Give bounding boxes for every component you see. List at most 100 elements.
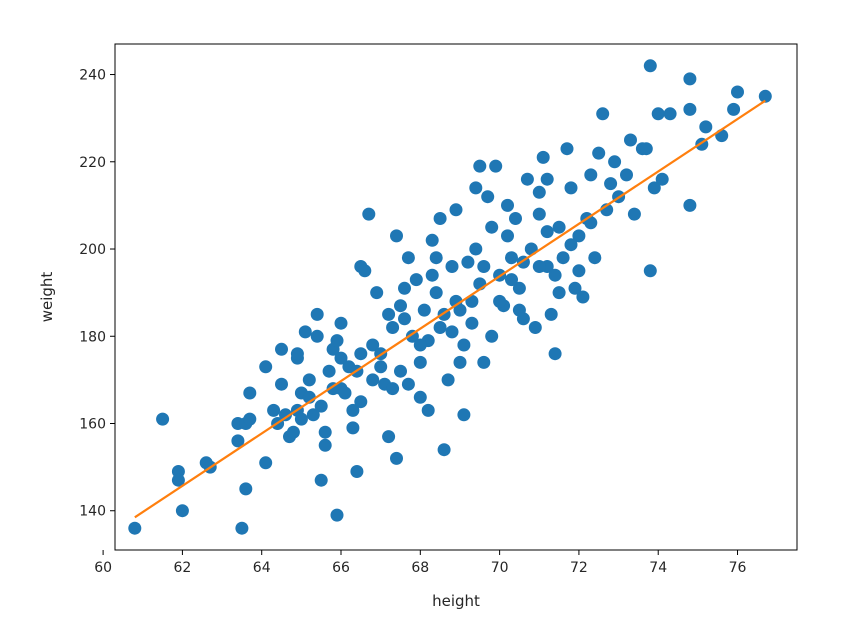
scatter-point xyxy=(267,403,281,417)
scatter-point xyxy=(560,142,574,156)
scatter-point xyxy=(576,290,590,304)
y-tick-label: 200 xyxy=(79,242,106,258)
scatter-point xyxy=(231,434,245,448)
scatter-point xyxy=(544,307,558,321)
scatter-point xyxy=(564,181,578,195)
scatter-point xyxy=(394,364,407,378)
scatter-points xyxy=(128,59,772,535)
scatter-point xyxy=(358,264,372,278)
scatter-point xyxy=(405,329,419,343)
scatter-point xyxy=(627,207,641,221)
x-axis-label: height xyxy=(432,592,480,610)
scatter-point xyxy=(330,334,344,348)
y-tick-label: 140 xyxy=(79,504,106,520)
scatter-point xyxy=(398,312,411,326)
scatter-point xyxy=(540,225,554,239)
scatter-point xyxy=(441,373,455,387)
scatter-point xyxy=(386,321,400,334)
scatter-point xyxy=(394,299,407,313)
scatter-point xyxy=(540,172,554,186)
scatter-point xyxy=(243,412,257,426)
scatter-point xyxy=(433,212,447,225)
scatter-point xyxy=(350,465,364,478)
scatter-point xyxy=(457,408,471,422)
scatter-point xyxy=(156,412,170,426)
scatter-point xyxy=(715,129,729,143)
scatter-point xyxy=(485,329,499,343)
scatter-point xyxy=(171,473,185,487)
scatter-point xyxy=(485,220,499,234)
plot-area xyxy=(128,59,772,535)
scatter-point xyxy=(651,107,665,121)
scatter-point xyxy=(548,347,562,361)
scatter-point xyxy=(647,181,661,195)
scatter-point xyxy=(572,264,586,278)
scatter-point xyxy=(469,242,483,256)
scatter-point xyxy=(429,251,443,265)
scatter-point xyxy=(556,251,570,265)
scatter-point xyxy=(596,107,610,121)
scatter-point xyxy=(532,207,546,221)
scatter-point xyxy=(489,159,503,173)
scatter-point xyxy=(354,347,368,361)
scatter-point xyxy=(374,360,388,374)
scatter-point xyxy=(275,377,288,391)
scatter-point xyxy=(413,390,427,404)
scatter-point xyxy=(655,172,669,186)
scatter-point xyxy=(330,508,344,522)
scatter-point xyxy=(592,146,606,160)
scatter-point xyxy=(520,172,534,186)
scatter-point xyxy=(473,159,487,173)
scatter-point xyxy=(481,190,495,204)
scatter-point xyxy=(334,316,348,330)
scatter-point xyxy=(413,355,427,369)
y-tick-label: 220 xyxy=(79,155,106,171)
scatter-point xyxy=(584,216,598,230)
scatter-point xyxy=(620,168,633,182)
scatter-point xyxy=(286,425,300,439)
scatter-point xyxy=(128,521,142,535)
x-tick-label: 64 xyxy=(253,560,271,576)
scatter-point xyxy=(437,443,451,457)
scatter-point xyxy=(663,107,677,121)
x-tick-label: 70 xyxy=(491,560,509,576)
scatter-point xyxy=(279,408,292,422)
scatter-point xyxy=(425,233,439,247)
fit-line xyxy=(134,99,766,519)
scatter-point xyxy=(552,286,566,300)
scatter-point xyxy=(306,408,320,422)
scatter-point xyxy=(532,185,546,199)
scatter-point xyxy=(366,373,380,387)
x-tick-label: 62 xyxy=(173,560,191,576)
scatter-point xyxy=(528,321,542,334)
x-tick-label: 76 xyxy=(729,560,747,576)
scatter-point xyxy=(568,281,582,295)
scatter-point xyxy=(532,260,546,273)
scatter-point xyxy=(275,342,288,356)
scatter-point xyxy=(584,168,598,182)
scatter-point xyxy=(314,473,328,487)
scatter-point xyxy=(354,395,368,409)
scatter-point xyxy=(453,355,467,369)
scatter-point xyxy=(401,251,415,265)
scatter-point xyxy=(608,155,622,169)
scatter-point xyxy=(382,307,396,321)
scatter-point xyxy=(290,347,304,361)
scatter-point xyxy=(314,399,328,413)
scatter-point xyxy=(477,260,491,273)
scatter-point xyxy=(509,212,522,225)
scatter-point xyxy=(421,403,435,417)
scatter-point xyxy=(731,85,744,99)
scatter-point xyxy=(310,307,324,321)
scatter-point xyxy=(433,321,447,334)
scatter-point xyxy=(699,120,713,134)
scatter-point xyxy=(552,220,566,234)
scatter-point xyxy=(457,338,471,352)
scatter-point xyxy=(409,273,423,287)
scatter-point xyxy=(604,177,618,191)
scatter-point xyxy=(683,198,697,212)
scatter-point xyxy=(505,251,518,265)
scatter-point xyxy=(346,421,360,435)
scatter-point xyxy=(683,102,697,116)
y-tick-label: 180 xyxy=(79,329,106,345)
